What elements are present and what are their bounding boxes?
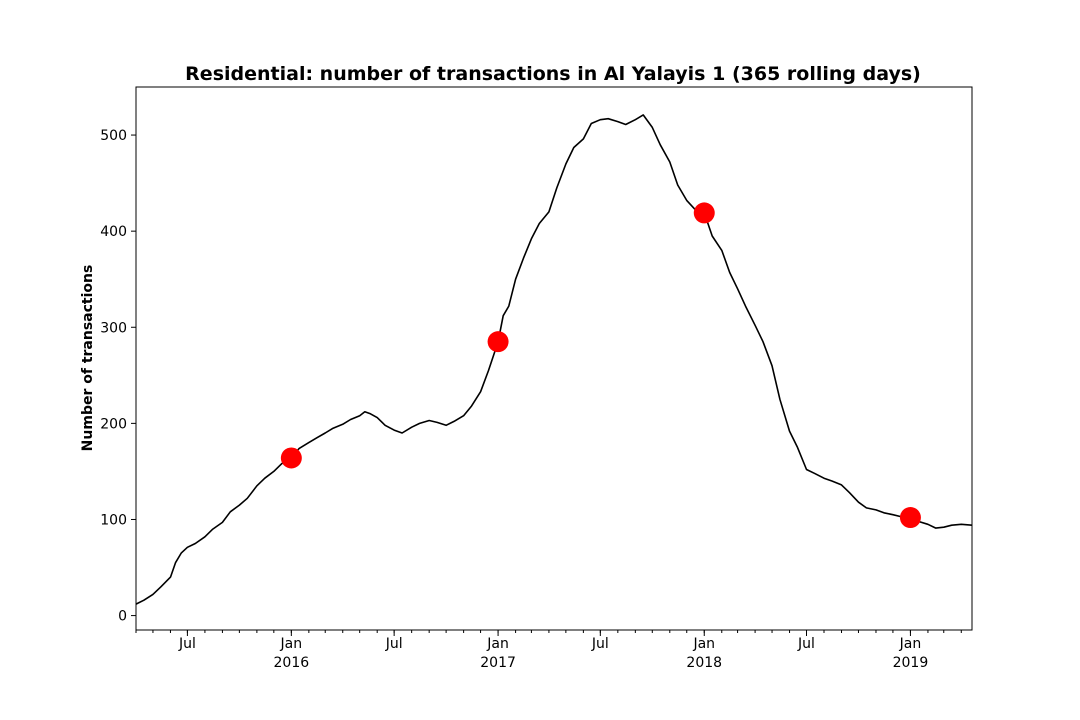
chart-title: Residential: number of transactions in A… <box>185 63 921 85</box>
y-axis-label: Number of transactions <box>80 265 96 452</box>
series-layer <box>135 114 973 605</box>
x-tick-label: 2019 <box>893 655 929 671</box>
x-tick-label: Jul <box>178 636 196 652</box>
markers-layer <box>280 202 921 529</box>
data-point-marker <box>693 202 715 224</box>
data-point-marker <box>899 507 921 529</box>
x-tick-label: Jul <box>591 636 609 652</box>
y-tick-label: 100 <box>100 512 127 528</box>
x-tick-label: Jul <box>385 636 403 652</box>
plot-frame <box>135 86 973 631</box>
x-tick-label: Jan <box>280 636 303 652</box>
axis-ticks: 0 100 200 300 400 500 Jul Jan 2016 Jul Jan 2017 Jul J… <box>100 128 962 671</box>
y-tick-label: 500 <box>100 128 127 144</box>
x-tick-label: Jan <box>899 636 922 652</box>
x-tick-label: 2018 <box>686 655 722 671</box>
x-tick-label: 2017 <box>480 655 516 671</box>
y-tick-label: 0 <box>118 609 127 625</box>
y-tick-label: 300 <box>100 320 127 336</box>
data-point-marker <box>487 331 509 353</box>
x-tick-label: Jan <box>486 636 509 652</box>
x-tick-label: 2016 <box>274 655 310 671</box>
data-point-marker <box>280 447 302 469</box>
y-tick-label: 200 <box>100 416 127 432</box>
x-tick-label: Jul <box>797 636 815 652</box>
x-tick-label: Jan <box>692 636 715 652</box>
y-tick-label: 400 <box>100 224 127 240</box>
series-line <box>135 114 973 605</box>
